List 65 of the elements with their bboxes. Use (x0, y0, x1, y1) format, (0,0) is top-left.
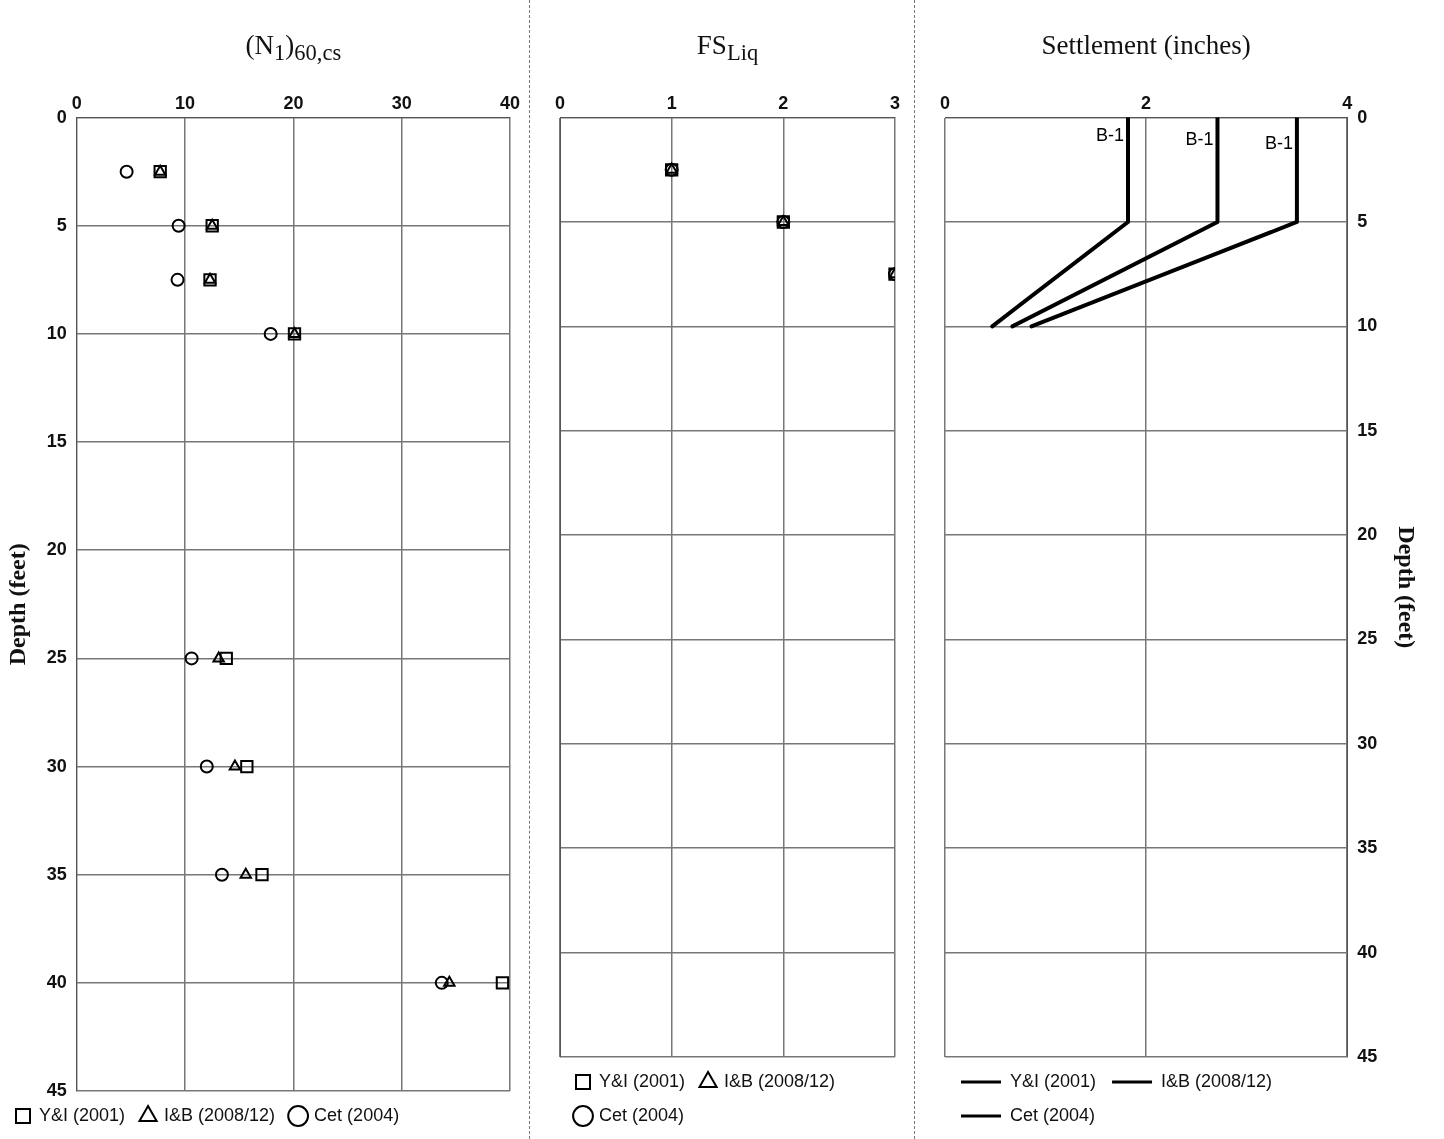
annotation: B-1 (1264, 132, 1293, 153)
legend-label: Cet (2004) (1010, 1104, 1096, 1125)
y-tick-label: 0 (56, 106, 67, 127)
y-tick-label: 15 (46, 431, 67, 452)
y2-tick-label: 5 (1357, 210, 1368, 231)
point (255, 868, 269, 882)
point (119, 164, 134, 179)
chart-title: FS$_{Liq}$ (695, 30, 760, 67)
y2-tick-label: 0 (1357, 106, 1368, 127)
annotation: B-1 (1185, 128, 1214, 149)
legend-label: Y&I (2001) (39, 1104, 126, 1125)
x-tick-label: 4 (1342, 92, 1353, 113)
y2-tick-label: 40 (1357, 941, 1378, 962)
point (263, 326, 278, 341)
x-tick-label: 0 (554, 92, 566, 113)
y-tick-label: 20 (46, 539, 67, 560)
y2-tick-label: 45 (1357, 1045, 1378, 1066)
chart-title: Settlement (inches) (1040, 30, 1252, 61)
annotation: B-1 (1095, 124, 1124, 145)
point (495, 976, 510, 990)
x-tick-label: 2 (1141, 92, 1152, 113)
point (170, 272, 185, 287)
x-tick-label: 40 (499, 92, 521, 113)
point (240, 759, 254, 774)
y-tick-label: 10 (46, 322, 67, 343)
y-tick-label: 30 (46, 755, 67, 776)
y2-tick-label: 30 (1357, 732, 1378, 753)
x-tick-label: 10 (175, 92, 196, 113)
y-tick-label: 25 (46, 647, 67, 668)
point (228, 759, 242, 771)
y2-axis-title: Depth (feet) (1394, 526, 1421, 649)
y-tick-label: 40 (46, 971, 67, 992)
y2-tick-label: 10 (1357, 315, 1378, 336)
legend-label: I&B (2008/12) (724, 1070, 836, 1091)
y2-tick-label: 25 (1357, 628, 1378, 649)
point (239, 867, 252, 879)
point (434, 975, 449, 990)
y-axis-title: Depth (feet) (3, 543, 30, 666)
point (199, 759, 214, 774)
point (219, 651, 233, 666)
y-tick-label: 5 (56, 214, 67, 235)
x-tick-label: 3 (889, 92, 901, 113)
legend-label: I&B (2008/12) (1161, 1070, 1273, 1091)
point (214, 867, 229, 882)
chart-title: (N$_{1}$)$_{60,cs}$ (244, 30, 343, 67)
y2-tick-label: 20 (1357, 524, 1378, 545)
legend-label: I&B (2008/12) (164, 1104, 276, 1125)
legend-label: Y&I (2001) (1010, 1070, 1097, 1091)
y2-tick-label: 35 (1357, 837, 1378, 858)
point (171, 218, 186, 233)
legend-label: Y&I (2001) (599, 1070, 686, 1091)
x-tick-label: 2 (778, 92, 789, 113)
y-tick-label: 45 (46, 1079, 67, 1100)
point (212, 651, 225, 663)
x-tick-label: 0 (939, 92, 951, 113)
y-tick-label: 35 (46, 863, 67, 884)
point (443, 975, 456, 987)
x-tick-label: 30 (391, 92, 412, 113)
legend-label: Cet (2004) (599, 1104, 685, 1125)
point (184, 651, 199, 666)
x-tick-label: 0 (71, 92, 82, 113)
x-tick-label: 20 (283, 92, 304, 113)
y2-tick-label: 15 (1357, 419, 1378, 440)
x-tick-label: 1 (666, 92, 677, 113)
legend-label: Cet (2004) (314, 1104, 400, 1125)
